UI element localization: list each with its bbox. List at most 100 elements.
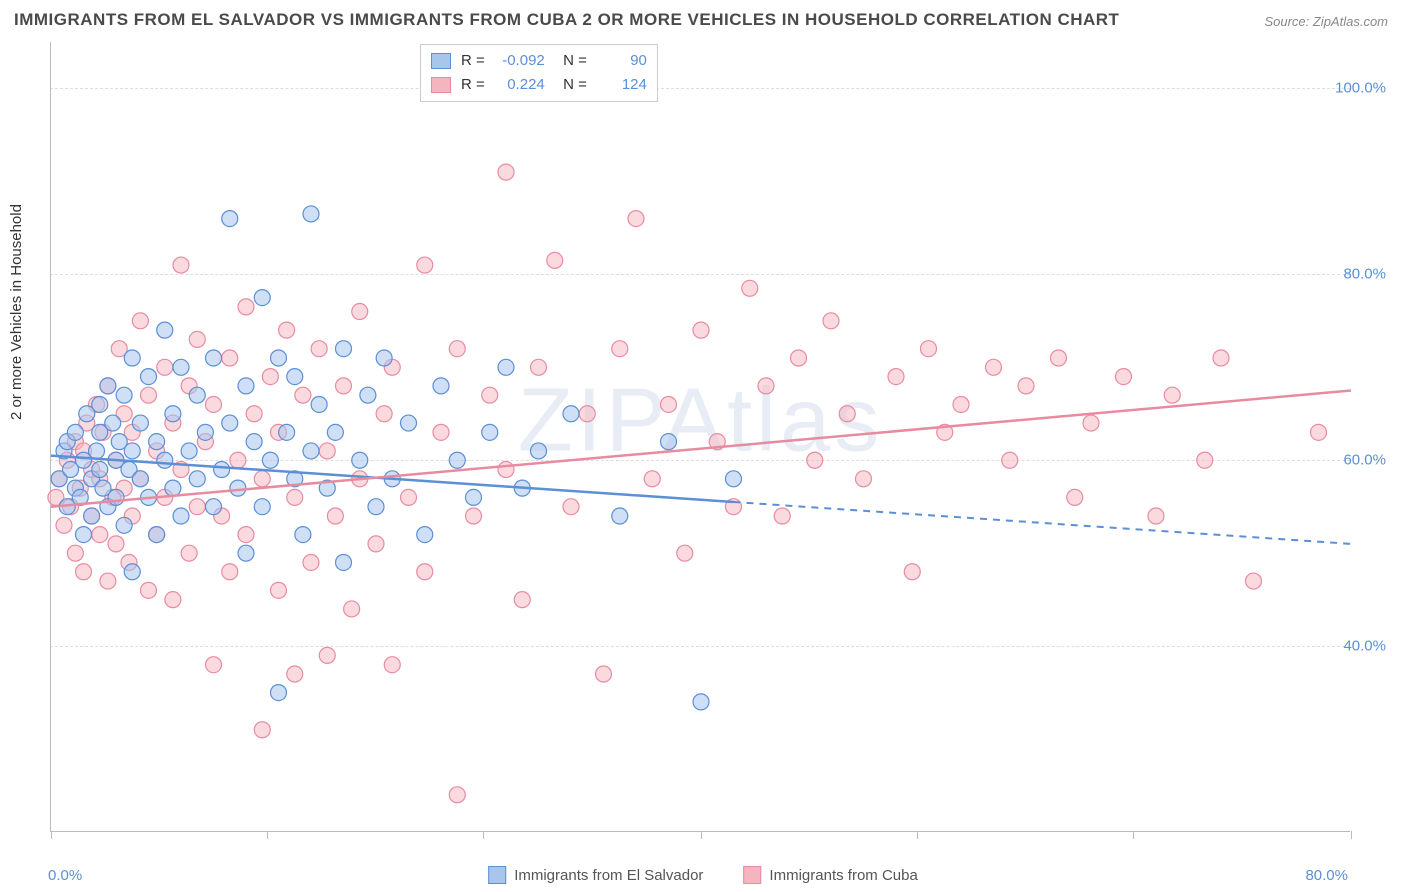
scatter-point bbox=[173, 508, 189, 524]
scatter-point bbox=[661, 434, 677, 450]
scatter-point bbox=[466, 489, 482, 505]
stats-n-el-salvador: 90 bbox=[597, 49, 647, 73]
scatter-point bbox=[531, 443, 547, 459]
scatter-point bbox=[56, 517, 72, 533]
scatter-point bbox=[856, 471, 872, 487]
scatter-point bbox=[295, 527, 311, 543]
scatter-point bbox=[165, 480, 181, 496]
scatter-point bbox=[1067, 489, 1083, 505]
scatter-point bbox=[246, 434, 262, 450]
scatter-point bbox=[254, 499, 270, 515]
scatter-point bbox=[417, 257, 433, 273]
scatter-point bbox=[482, 424, 498, 440]
scatter-point bbox=[165, 592, 181, 608]
chart-title: IMMIGRANTS FROM EL SALVADOR VS IMMIGRANT… bbox=[14, 10, 1119, 30]
scatter-point bbox=[303, 206, 319, 222]
x-axis-max-label: 80.0% bbox=[1305, 867, 1348, 884]
legend-item-cuba: Immigrants from Cuba bbox=[743, 866, 917, 884]
scatter-point bbox=[319, 647, 335, 663]
scatter-point bbox=[401, 415, 417, 431]
scatter-point bbox=[149, 527, 165, 543]
scatter-point bbox=[157, 359, 173, 375]
scatter-point bbox=[124, 564, 140, 580]
scatter-point bbox=[417, 564, 433, 580]
scatter-point bbox=[628, 211, 644, 227]
x-tick bbox=[51, 831, 52, 839]
scatter-point bbox=[254, 290, 270, 306]
scatter-point bbox=[449, 787, 465, 803]
scatter-point bbox=[336, 554, 352, 570]
scatter-point bbox=[807, 452, 823, 468]
scatter-point bbox=[84, 508, 100, 524]
scatter-point bbox=[222, 211, 238, 227]
scatter-point bbox=[904, 564, 920, 580]
legend-label-el-salvador: Immigrants from El Salvador bbox=[514, 867, 703, 884]
scatter-point bbox=[116, 517, 132, 533]
scatter-point bbox=[482, 387, 498, 403]
scatter-point bbox=[376, 350, 392, 366]
stats-r-label: R = bbox=[461, 73, 485, 97]
scatter-point bbox=[100, 573, 116, 589]
scatter-point bbox=[839, 406, 855, 422]
scatter-point bbox=[791, 350, 807, 366]
scatter-point bbox=[531, 359, 547, 375]
scatter-point bbox=[124, 350, 140, 366]
scatter-point bbox=[132, 471, 148, 487]
scatter-point bbox=[726, 471, 742, 487]
plot-area: ZIPAtlas bbox=[50, 42, 1350, 832]
scatter-point bbox=[214, 462, 230, 478]
scatter-point bbox=[1051, 350, 1067, 366]
scatter-point bbox=[303, 443, 319, 459]
stats-r-cuba: 0.224 bbox=[495, 73, 545, 97]
scatter-point bbox=[254, 471, 270, 487]
x-tick bbox=[267, 831, 268, 839]
scatter-point bbox=[149, 434, 165, 450]
scatter-point bbox=[303, 554, 319, 570]
scatter-point bbox=[498, 462, 514, 478]
scatter-point bbox=[1197, 452, 1213, 468]
scatter-point bbox=[222, 350, 238, 366]
scatter-point bbox=[89, 443, 105, 459]
correlation-stats-box: R = -0.092 N = 90 R = 0.224 N = 124 bbox=[420, 44, 658, 102]
stats-n-label: N = bbox=[555, 49, 587, 73]
scatter-point bbox=[596, 666, 612, 682]
scatter-point bbox=[141, 387, 157, 403]
scatter-point bbox=[100, 378, 116, 394]
scatter-point bbox=[921, 341, 937, 357]
scatter-point bbox=[157, 322, 173, 338]
legend-item-el-salvador: Immigrants from El Salvador bbox=[488, 866, 703, 884]
stats-n-label: N = bbox=[555, 73, 587, 97]
scatter-point bbox=[677, 545, 693, 561]
scatter-point bbox=[238, 378, 254, 394]
stats-n-cuba: 124 bbox=[597, 73, 647, 97]
scatter-point bbox=[141, 582, 157, 598]
scatter-point bbox=[352, 304, 368, 320]
scatter-point bbox=[401, 489, 417, 505]
scatter-point bbox=[612, 508, 628, 524]
scatter-point bbox=[238, 299, 254, 315]
trend-line-dashed bbox=[734, 502, 1352, 544]
scatter-point bbox=[953, 396, 969, 412]
scatter-point bbox=[254, 722, 270, 738]
scatter-point bbox=[1213, 350, 1229, 366]
scatter-point bbox=[336, 341, 352, 357]
bottom-legend: Immigrants from El Salvador Immigrants f… bbox=[488, 866, 918, 884]
scatter-point bbox=[823, 313, 839, 329]
scatter-point bbox=[230, 452, 246, 468]
scatter-point bbox=[132, 415, 148, 431]
scatter-point bbox=[986, 359, 1002, 375]
scatter-point bbox=[181, 545, 197, 561]
scatter-point bbox=[189, 387, 205, 403]
scatter-point bbox=[271, 350, 287, 366]
scatter-point bbox=[1002, 452, 1018, 468]
scatter-point bbox=[262, 452, 278, 468]
swatch-cuba bbox=[431, 77, 451, 93]
y-axis-label: 2 or more Vehicles in Household bbox=[8, 204, 25, 420]
scatter-point bbox=[466, 508, 482, 524]
scatter-point bbox=[67, 424, 83, 440]
scatter-point bbox=[222, 415, 238, 431]
scatter-point bbox=[352, 452, 368, 468]
x-axis-min-label: 0.0% bbox=[48, 867, 82, 884]
scatter-point bbox=[344, 601, 360, 617]
scatter-point bbox=[230, 480, 246, 496]
